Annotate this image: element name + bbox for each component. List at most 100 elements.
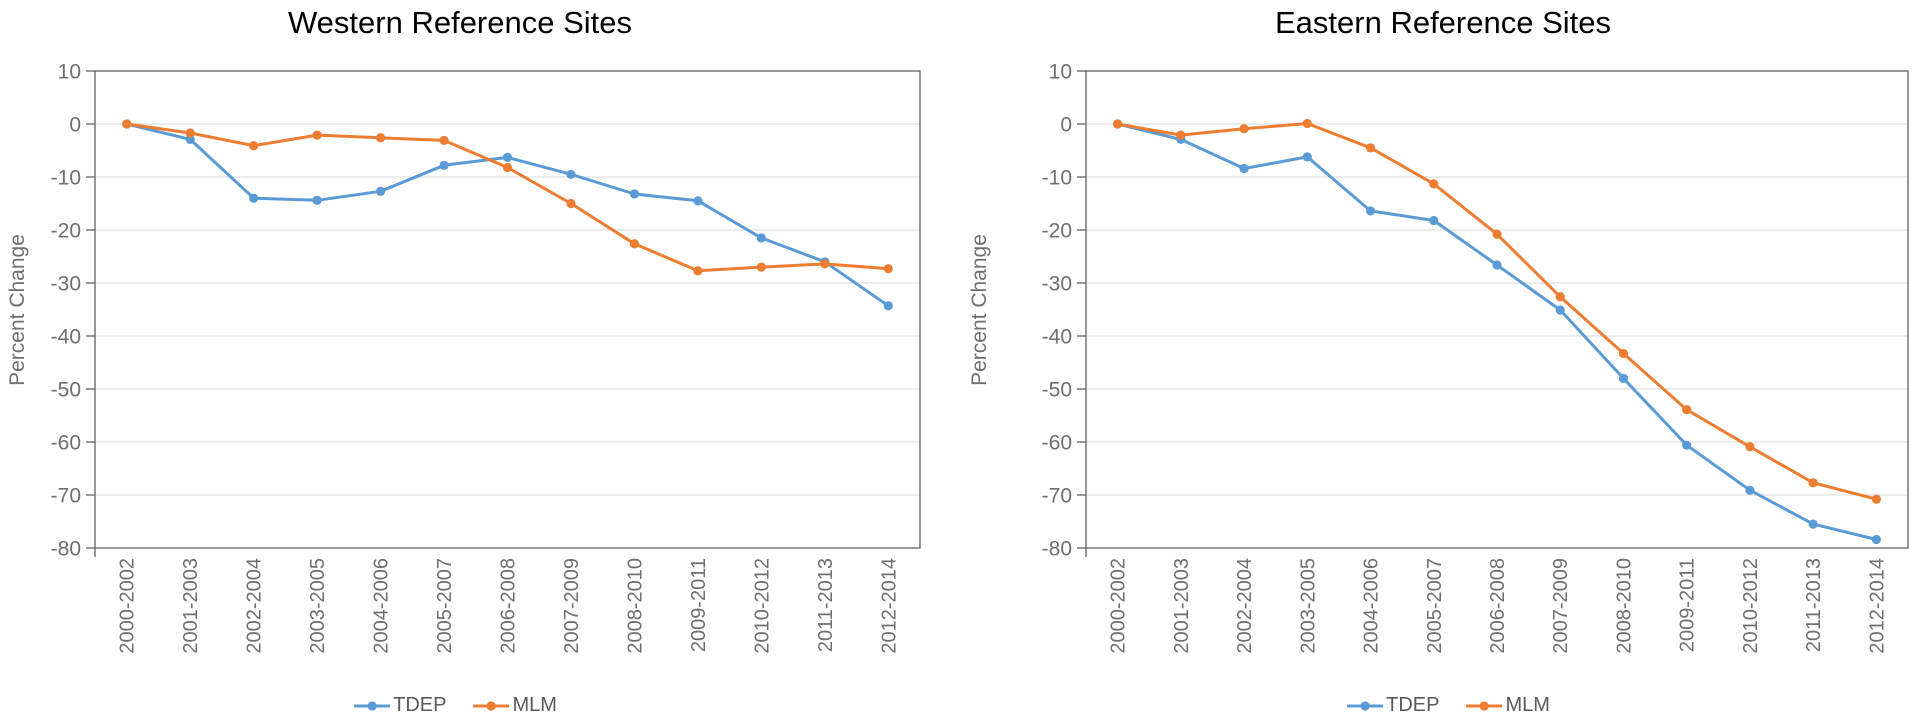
legend-dot <box>367 700 377 711</box>
series-point-tdep <box>1555 305 1565 315</box>
legend-item-mlm: MLM <box>1465 694 1550 717</box>
legend-eastern: TDEP MLM <box>1346 694 1550 717</box>
series-point-tdep <box>1429 215 1439 226</box>
series-point-tdep <box>756 233 766 243</box>
x-tick-label: 2012-2014 <box>1866 558 1888 654</box>
series-point-mlm <box>820 259 830 269</box>
series-point-tdep <box>1492 260 1502 270</box>
x-tick-label: 2006-2008 <box>498 558 520 654</box>
series-point-mlm <box>1808 478 1818 488</box>
x-tick-label: 2000-2002 <box>1108 558 1130 654</box>
x-tick-label: 2008-2010 <box>1613 558 1635 654</box>
series-point-tdep <box>693 196 703 206</box>
series-point-tdep <box>566 169 576 179</box>
legend-marker-mlm-icon <box>473 700 510 711</box>
series-point-tdep <box>502 152 513 162</box>
series-point-tdep <box>1682 440 1692 450</box>
x-tick-label: 2000-2002 <box>117 558 139 654</box>
series-point-mlm <box>1365 143 1376 153</box>
series-point-mlm <box>1239 124 1249 134</box>
legend-marker-mlm-icon <box>1466 700 1503 711</box>
y-tick-label: -40 <box>51 326 81 349</box>
series-point-mlm <box>1618 348 1629 359</box>
series-line-tdep <box>1116 122 1878 541</box>
y-tick-label: 10 <box>58 61 81 84</box>
y-tick-label: -10 <box>51 167 81 190</box>
legend-dot <box>1360 700 1370 711</box>
series-point-mlm <box>1871 494 1881 504</box>
chart-title-western: Western Reference Sites <box>287 5 633 40</box>
plot-area-eastern: 10 0 -10 -20 -30 -40 -50 -60 -70 -80 2000-2002 2001… <box>1042 61 1909 654</box>
x-tick-label: 2012-2014 <box>878 558 900 654</box>
series-line-mlm <box>125 122 890 273</box>
series-point-mlm <box>312 130 322 140</box>
series-point-mlm <box>249 141 259 151</box>
western-chart: Western Reference Sites Percent Change 1… <box>6 5 921 717</box>
x-tick-label: 2011-2013 <box>1803 558 1825 652</box>
series-point-tdep <box>1745 485 1755 495</box>
legend-label-mlm: MLM <box>512 694 557 716</box>
legend-marker-tdep-icon <box>354 700 391 711</box>
x-tick-label: 2007-2009 <box>561 558 583 654</box>
legend-dot <box>486 700 497 711</box>
x-tick-label: 2009-2011 <box>688 558 710 652</box>
series-point-tdep <box>439 160 449 170</box>
y-tick-label: -50 <box>1042 379 1072 402</box>
x-tick-label: 2006-2008 <box>1487 558 1509 654</box>
series-point-tdep <box>1618 373 1629 383</box>
plot-border <box>1085 70 1909 549</box>
x-tick-label: 2010-2012 <box>1740 558 1762 654</box>
series-point-tdep <box>1808 519 1818 529</box>
series-point-tdep <box>1871 534 1881 545</box>
x-tick-label: 2003-2005 <box>307 558 329 654</box>
y-tick-label: 0 <box>1060 114 1072 137</box>
series-point-tdep <box>249 193 259 203</box>
series-point-mlm <box>1113 119 1123 129</box>
series-point-tdep <box>312 195 322 205</box>
series-point-mlm <box>1492 229 1502 239</box>
series-point-tdep <box>1365 206 1376 216</box>
legend-item-mlm: MLM <box>472 694 557 717</box>
series-point-mlm <box>1176 130 1186 140</box>
series-point-mlm <box>439 135 449 146</box>
series-point-tdep <box>1302 152 1312 162</box>
series-point-mlm <box>883 264 893 274</box>
y-tick-label: -70 <box>1042 485 1072 508</box>
x-tick-label: 2005-2007 <box>1424 558 1446 654</box>
y-tick-label: 10 <box>1049 61 1072 84</box>
x-tick-label: 2009-2011 <box>1677 558 1699 652</box>
x-tick-label: 2007-2009 <box>1550 558 1572 654</box>
x-tick-label: 2011-2013 <box>815 558 837 652</box>
y-tick-label: -70 <box>51 485 81 508</box>
series-line-mlm <box>1116 122 1878 501</box>
series-point-tdep <box>1239 163 1249 174</box>
x-tick-label: 2001-2003 <box>1171 558 1193 654</box>
legend-label-tdep: TDEP <box>1386 694 1440 716</box>
y-tick-label: -60 <box>1042 432 1072 455</box>
series-point-mlm <box>502 162 513 173</box>
series-point-mlm <box>756 262 766 272</box>
x-tick-label: 2003-2005 <box>1297 558 1319 654</box>
x-tick-label: 2008-2010 <box>624 558 646 654</box>
y-tick-label: -80 <box>51 538 81 561</box>
plot-border <box>94 70 921 549</box>
series-point-mlm <box>1745 442 1755 452</box>
y-tick-label: -60 <box>51 432 81 455</box>
chart-title-eastern: Eastern Reference Sites <box>1274 5 1612 40</box>
series-point-tdep <box>883 301 893 311</box>
x-tick-label: 2001-2003 <box>180 558 202 654</box>
series-point-tdep <box>375 186 386 196</box>
y-tick-label: -30 <box>51 273 81 296</box>
series-point-tdep <box>185 134 195 144</box>
series-point-mlm <box>566 198 576 209</box>
series-point-tdep <box>629 189 640 199</box>
y-tick-label: -10 <box>1042 167 1072 190</box>
eastern-chart: Eastern Reference Sites Percent Change 1… <box>956 0 1912 723</box>
legend-marker-tdep-icon <box>1347 700 1384 711</box>
y-tick-label: -50 <box>51 379 81 402</box>
legend-dot <box>1479 700 1490 711</box>
y-tick-label: -30 <box>1042 273 1072 296</box>
x-tick-label: 2002-2004 <box>244 558 266 654</box>
series-point-mlm <box>1555 292 1565 302</box>
